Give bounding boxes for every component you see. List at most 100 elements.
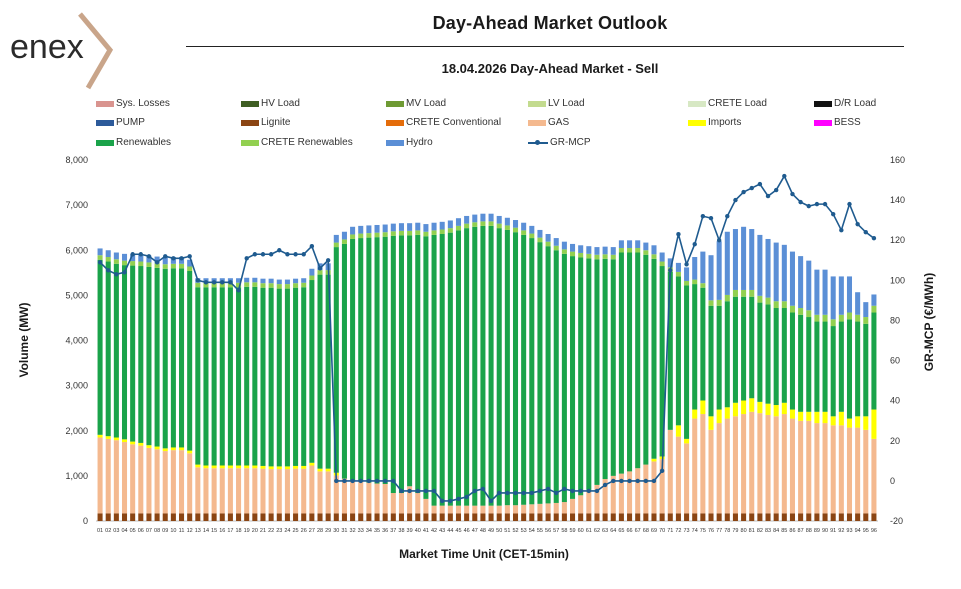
gr-mcp-point xyxy=(814,201,820,207)
x-tick-label: 02 xyxy=(105,528,111,534)
bar-segment-crete-renewables xyxy=(293,283,299,288)
bar-segment-lignite xyxy=(610,513,616,521)
legend-item-sys-losses: Sys. Losses xyxy=(96,98,170,109)
bar-segment-renewables xyxy=(838,321,844,412)
bar-segment-crete-renewables xyxy=(97,255,103,260)
legend-swatch xyxy=(386,100,404,107)
bar-segment-hydro xyxy=(455,218,462,226)
y2-tick-label: 20 xyxy=(890,436,900,446)
bar-segment-crete-renewables xyxy=(570,251,576,257)
bar-segment-gas xyxy=(195,467,201,514)
bar-segment-lignite xyxy=(447,513,453,521)
gr-mcp-point xyxy=(130,252,135,257)
gr-mcp-point xyxy=(228,280,233,285)
bar-segment-lignite xyxy=(618,513,624,521)
bar-segment-renewables xyxy=(627,252,633,472)
bar-segment-imports xyxy=(871,409,877,439)
bar-segment-gas xyxy=(512,505,519,514)
x-tick-label: 72 xyxy=(675,528,681,534)
x-tick-label: 38 xyxy=(398,528,404,534)
bar-segment-gas xyxy=(203,468,209,514)
bar-segment-lignite xyxy=(325,513,331,521)
bar-segment-hydro xyxy=(724,231,730,295)
bar-segment-renewables xyxy=(350,238,356,481)
y-tick-label: 3,000 xyxy=(65,381,88,391)
bar-segment-lignite xyxy=(570,513,576,521)
bar-segment-imports xyxy=(692,409,698,419)
bar-segment-imports xyxy=(724,407,730,419)
bar-segment-hydro xyxy=(627,240,633,248)
gr-mcp-point xyxy=(619,478,624,484)
bar-segment-imports xyxy=(684,438,690,444)
gr-mcp-point xyxy=(277,248,282,253)
bar-segment-lignite xyxy=(276,513,282,521)
bar-segment-lignite xyxy=(871,513,877,521)
bar-segment-imports xyxy=(773,405,779,417)
bar-segment-crete-renewables xyxy=(659,261,665,267)
bar-segment-lignite xyxy=(732,513,738,521)
bar-segment-crete-renewables xyxy=(863,317,869,324)
bar-segment-lignite xyxy=(863,513,869,521)
x-tick-label: 07 xyxy=(146,528,152,534)
bar-segment-crete-renewables xyxy=(521,230,527,235)
x-tick-label: 14 xyxy=(203,528,209,534)
bar-segment-renewables xyxy=(692,284,698,410)
bar-segment-crete-renewables xyxy=(276,284,282,289)
bar-segment-crete-renewables xyxy=(423,231,429,237)
bar-segment-imports xyxy=(187,450,193,454)
x-tick-label: 13 xyxy=(195,528,201,534)
bar-segment-lignite xyxy=(504,513,510,521)
bar-segment-gas xyxy=(578,495,584,514)
bar-segment-gas xyxy=(692,418,698,514)
bar-segment-crete-renewables xyxy=(578,252,584,258)
x-tick-label: 15 xyxy=(211,528,217,534)
x-tick-label: 05 xyxy=(130,528,136,534)
gr-mcp-point xyxy=(733,197,738,203)
y2-tick-label: -20 xyxy=(890,516,903,526)
bar-segment-renewables xyxy=(187,271,193,451)
legend-item-lv-load: LV Load xyxy=(528,98,585,109)
x-tick-label: 12 xyxy=(187,528,193,534)
bar-segment-gas xyxy=(708,429,714,514)
gr-mcp-point xyxy=(627,478,632,484)
bar-segment-gas xyxy=(431,505,437,514)
gr-mcp-point xyxy=(741,189,746,195)
bar-segment-renewables xyxy=(700,287,706,401)
bar-segment-lignite xyxy=(798,513,804,521)
bar-segment-crete-renewables xyxy=(773,301,779,309)
x-tick-label: 75 xyxy=(700,528,706,534)
gr-mcp-point xyxy=(220,280,225,285)
bar-segment-lignite xyxy=(822,513,828,521)
bar-segment-lignite xyxy=(667,513,673,521)
x-tick-label: 21 xyxy=(260,528,266,534)
bar-segment-gas xyxy=(170,450,176,514)
bar-segment-gas xyxy=(814,423,820,514)
x-tick-label: 61 xyxy=(586,528,592,534)
legend-item-mv-load: MV Load xyxy=(386,98,446,109)
legend-label: Renewables xyxy=(116,137,172,148)
bar-segment-lignite xyxy=(154,513,160,521)
gr-mcp-point xyxy=(855,221,860,227)
bar-segment-gas xyxy=(855,427,861,514)
gr-mcp-point xyxy=(586,488,592,494)
bar-segment-hydro xyxy=(187,259,193,267)
bar-segment-crete-renewables xyxy=(732,289,738,297)
bar-segment-imports xyxy=(741,400,747,415)
bar-segment-gas xyxy=(227,468,233,514)
gr-mcp-point xyxy=(391,478,396,484)
legend-label: CRETE Load xyxy=(708,98,767,109)
x-tick-label: 45 xyxy=(455,528,461,534)
x-tick-label: 31 xyxy=(341,528,347,534)
bar-segment-crete-renewables xyxy=(333,242,339,248)
bar-segment-renewables xyxy=(529,238,535,505)
x-tick-label: 01 xyxy=(97,528,103,534)
bar-segment-hydro xyxy=(765,238,771,298)
x-tick-label: 95 xyxy=(863,528,869,534)
bar-segment-gas xyxy=(627,471,633,514)
bar-segment-imports xyxy=(211,465,217,469)
x-tick-label: 49 xyxy=(488,528,494,534)
bar-segment-lignite xyxy=(203,513,209,521)
bar-segment-imports xyxy=(765,403,771,415)
gr-mcp-point xyxy=(831,211,836,217)
bar-segment-gas xyxy=(545,503,551,514)
